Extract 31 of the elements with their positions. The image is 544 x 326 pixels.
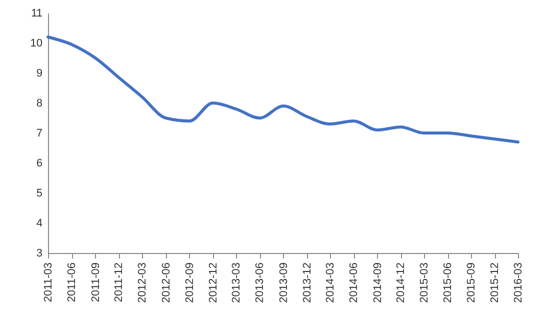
y-tick-label: 4 bbox=[36, 218, 42, 230]
y-tick-label: 6 bbox=[36, 158, 42, 170]
y-tick-label: 3 bbox=[36, 248, 42, 260]
x-tick-label: 2012-03 bbox=[136, 262, 149, 303]
x-tick-label: 2011-03 bbox=[42, 262, 54, 302]
x-tick-label: 2012-12 bbox=[207, 262, 220, 303]
x-tick-label: 2011-09 bbox=[90, 262, 102, 302]
x-tick-label: 2015-03 bbox=[418, 262, 430, 303]
x-tick-label: 2014-12 bbox=[395, 262, 408, 303]
x-tick-label: 2011-06 bbox=[66, 262, 78, 302]
x-tick-label: 2012-09 bbox=[184, 262, 196, 303]
x-tick-label: 2013-12 bbox=[301, 262, 314, 303]
x-tick-label: 2016-03 bbox=[512, 262, 524, 303]
x-tick-label: 2014-03 bbox=[324, 262, 336, 303]
x-tick-label: 2015-12 bbox=[489, 262, 502, 303]
y-tick-label: 10 bbox=[30, 38, 42, 50]
y-tick-label: 9 bbox=[36, 68, 42, 80]
x-tick-label: 2014-06 bbox=[348, 262, 360, 303]
x-tick-label: 2013-06 bbox=[254, 262, 266, 303]
x-tick-label: 2014-09 bbox=[372, 262, 384, 303]
y-tick-label: 8 bbox=[36, 98, 42, 110]
x-tick-label: 2013-03 bbox=[230, 262, 243, 303]
y-tick-label: 7 bbox=[36, 128, 42, 140]
x-tick-label: 2015-09 bbox=[466, 262, 478, 303]
line-series bbox=[46, 36, 520, 144]
x-tick-label: 2015-06 bbox=[442, 262, 454, 303]
y-tick-label: 11 bbox=[31, 8, 42, 20]
x-tick-label: 2013-09 bbox=[278, 262, 290, 303]
y-tick-label: 5 bbox=[36, 188, 42, 200]
x-tick-label: 2012-06 bbox=[160, 262, 172, 303]
x-tick-label: 2011-12 bbox=[113, 262, 126, 302]
